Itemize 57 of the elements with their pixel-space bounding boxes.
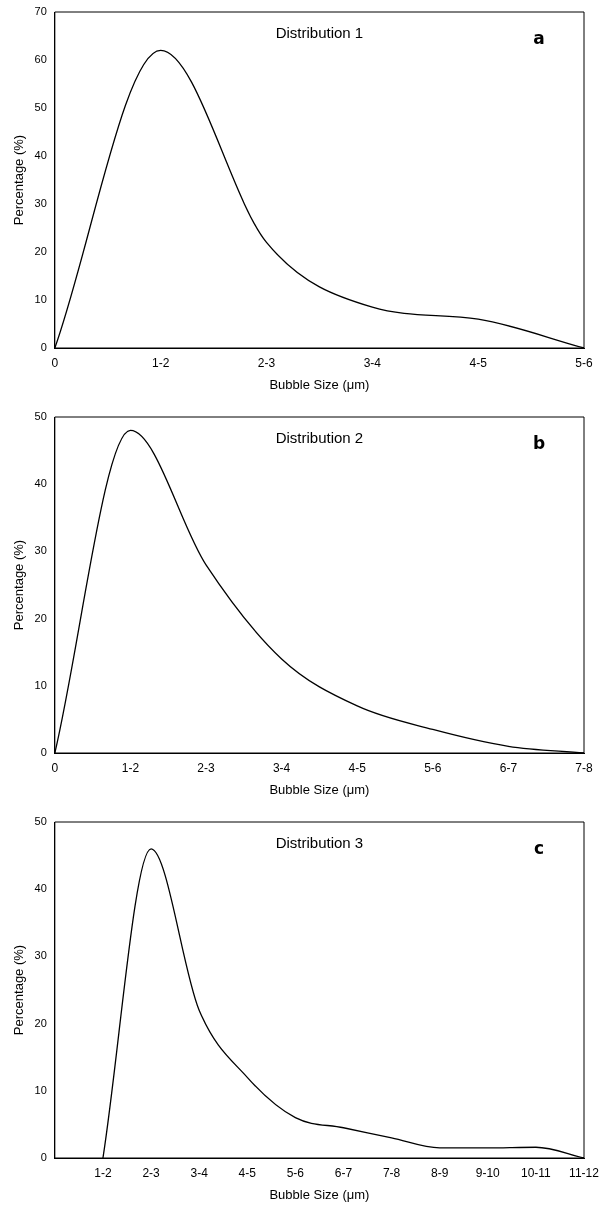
x-tick-label: 5-6: [424, 760, 442, 775]
y-tick-label: 40: [34, 477, 47, 490]
x-tick-label: 4-5: [238, 1165, 257, 1180]
x-tick-label: 3-4: [272, 760, 291, 775]
x-tick-label: 4-5: [469, 355, 488, 370]
x-tick-label: 2-3: [197, 760, 216, 775]
y-tick-label: 50: [34, 101, 47, 114]
x-axis-title: Bubble Size (μm): [269, 1186, 370, 1202]
x-tick-label: 2-3: [142, 1165, 161, 1180]
y-tick-label: 10: [34, 1083, 47, 1096]
x-tick-label: 1-2: [152, 355, 170, 370]
annotation: Distribution 2: [275, 429, 364, 447]
annotation: Distribution 1: [275, 24, 364, 42]
annotation: Distribution 3: [275, 834, 364, 852]
x-tick-label: 0: [51, 355, 59, 370]
y-axis-title: Percentage (%): [11, 134, 27, 226]
x-tick-label: 8-9: [431, 1165, 449, 1180]
x-tick-label: 1-2: [121, 760, 140, 775]
y-tick-label: 20: [34, 1016, 47, 1029]
y-tick-label: 50: [34, 410, 47, 423]
y-tick-label: 20: [34, 611, 47, 624]
x-axis-title: Bubble Size (μm): [269, 781, 370, 797]
annotation: a: [533, 28, 545, 49]
y-tick-label: 30: [34, 949, 47, 962]
y-tick-label: 40: [34, 149, 47, 162]
y-tick-label: 40: [34, 882, 47, 895]
y-axis-title: Percentage (%): [11, 539, 27, 631]
x-tick-label: 4-5: [348, 760, 367, 775]
x-tick-label: 3-4: [190, 1165, 209, 1180]
x-tick-label: 5-6: [575, 355, 593, 370]
x-tick-label: 10-11: [520, 1165, 552, 1180]
x-tick-label: 11-12: [569, 1165, 600, 1180]
x-tick-label: 6-7: [334, 1165, 353, 1180]
y-tick-label: 10: [34, 678, 47, 691]
y-tick-label: 0: [40, 746, 47, 759]
y-tick-label: 20: [34, 245, 47, 258]
x-tick-label: 9-10: [475, 1165, 501, 1180]
y-tick-label: 70: [34, 5, 47, 18]
x-tick-label: 0: [51, 760, 59, 775]
y-tick-label: 10: [34, 293, 47, 306]
x-tick-label: 6-7: [499, 760, 518, 775]
x-tick-label: 7-8: [575, 760, 593, 775]
x-tick-label: 7-8: [382, 1165, 401, 1180]
x-axis-title: Bubble Size (μm): [269, 376, 370, 392]
y-tick-label: 0: [40, 341, 47, 354]
annotation: c: [533, 838, 545, 859]
x-tick-label: 2-3: [257, 355, 276, 370]
y-tick-label: 30: [34, 544, 47, 557]
y-tick-label: 0: [40, 1151, 47, 1164]
x-tick-label: 5-6: [286, 1165, 305, 1180]
y-tick-label: 30: [34, 197, 47, 210]
y-tick-label: 50: [34, 815, 47, 828]
x-tick-label: 3-4: [363, 355, 382, 370]
x-tick-label: 1-2: [94, 1165, 112, 1180]
annotation: b: [532, 433, 546, 454]
y-tick-label: 60: [34, 53, 47, 66]
y-axis-title: Percentage (%): [11, 944, 27, 1036]
